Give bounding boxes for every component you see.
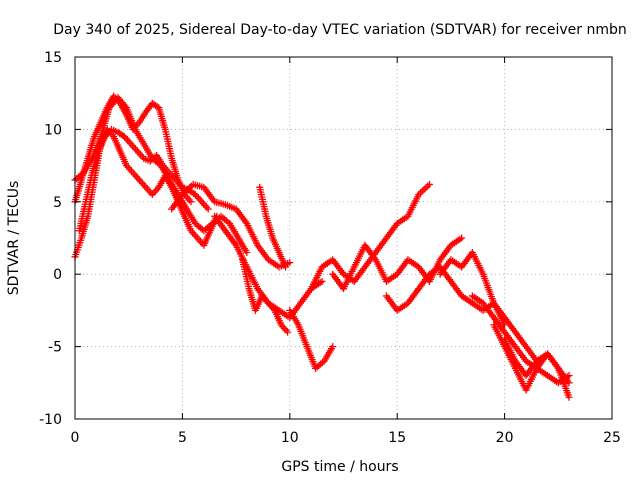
- data-point: [458, 234, 466, 242]
- data-point: [187, 198, 195, 206]
- x-axis-label: GPS time / hours: [281, 459, 398, 475]
- sat-track-13: [436, 248, 541, 365]
- sat-track-4: [75, 125, 212, 235]
- data-point: [565, 393, 573, 401]
- data-point: [329, 343, 337, 351]
- x-tick-label: 15: [388, 430, 406, 446]
- sat-track-2: [71, 92, 195, 206]
- sat-track-12: [382, 263, 509, 329]
- x-tick-label: 10: [281, 430, 299, 446]
- y-tick-label: 15: [44, 50, 62, 66]
- chart-title: Day 340 of 2025, Sidereal Day-to-day VTE…: [53, 22, 627, 38]
- data-point: [424, 182, 432, 190]
- sat-track-5: [168, 180, 294, 271]
- data-point: [420, 185, 428, 193]
- data-point: [422, 184, 430, 192]
- sat-track-7: [239, 256, 292, 336]
- x-tick-label: 20: [496, 430, 514, 446]
- y-tick-label: 5: [53, 195, 62, 211]
- data-point: [425, 180, 433, 188]
- data-point: [282, 263, 290, 271]
- data-point: [418, 187, 426, 195]
- y-axis-label: SDTVAR / TECUs: [6, 181, 22, 296]
- data-point: [286, 259, 294, 267]
- data-point: [565, 379, 573, 387]
- sat-track-10: [307, 180, 433, 293]
- y-tick-label: -10: [39, 412, 62, 428]
- x-tick-label: 0: [71, 430, 80, 446]
- sat-track-8: [256, 183, 290, 271]
- y-tick-label: 0: [53, 267, 62, 283]
- data-point: [204, 205, 212, 213]
- sat-track-9: [286, 306, 337, 372]
- axis-ticks: [74, 56, 613, 420]
- y-tick-label: 10: [44, 122, 62, 138]
- data-point: [284, 328, 292, 336]
- data-points: [71, 92, 573, 401]
- sat-track-16: [501, 335, 573, 387]
- data-point: [243, 248, 251, 256]
- tick-labels: 0 5 10 15 20 25 -10 -5 0 5 10 15: [39, 50, 621, 446]
- data-point: [318, 277, 326, 285]
- x-tick-label: 5: [178, 430, 187, 446]
- y-tick-label: -5: [48, 340, 62, 356]
- x-tick-label: 25: [603, 430, 621, 446]
- plot-frame: [74, 56, 613, 420]
